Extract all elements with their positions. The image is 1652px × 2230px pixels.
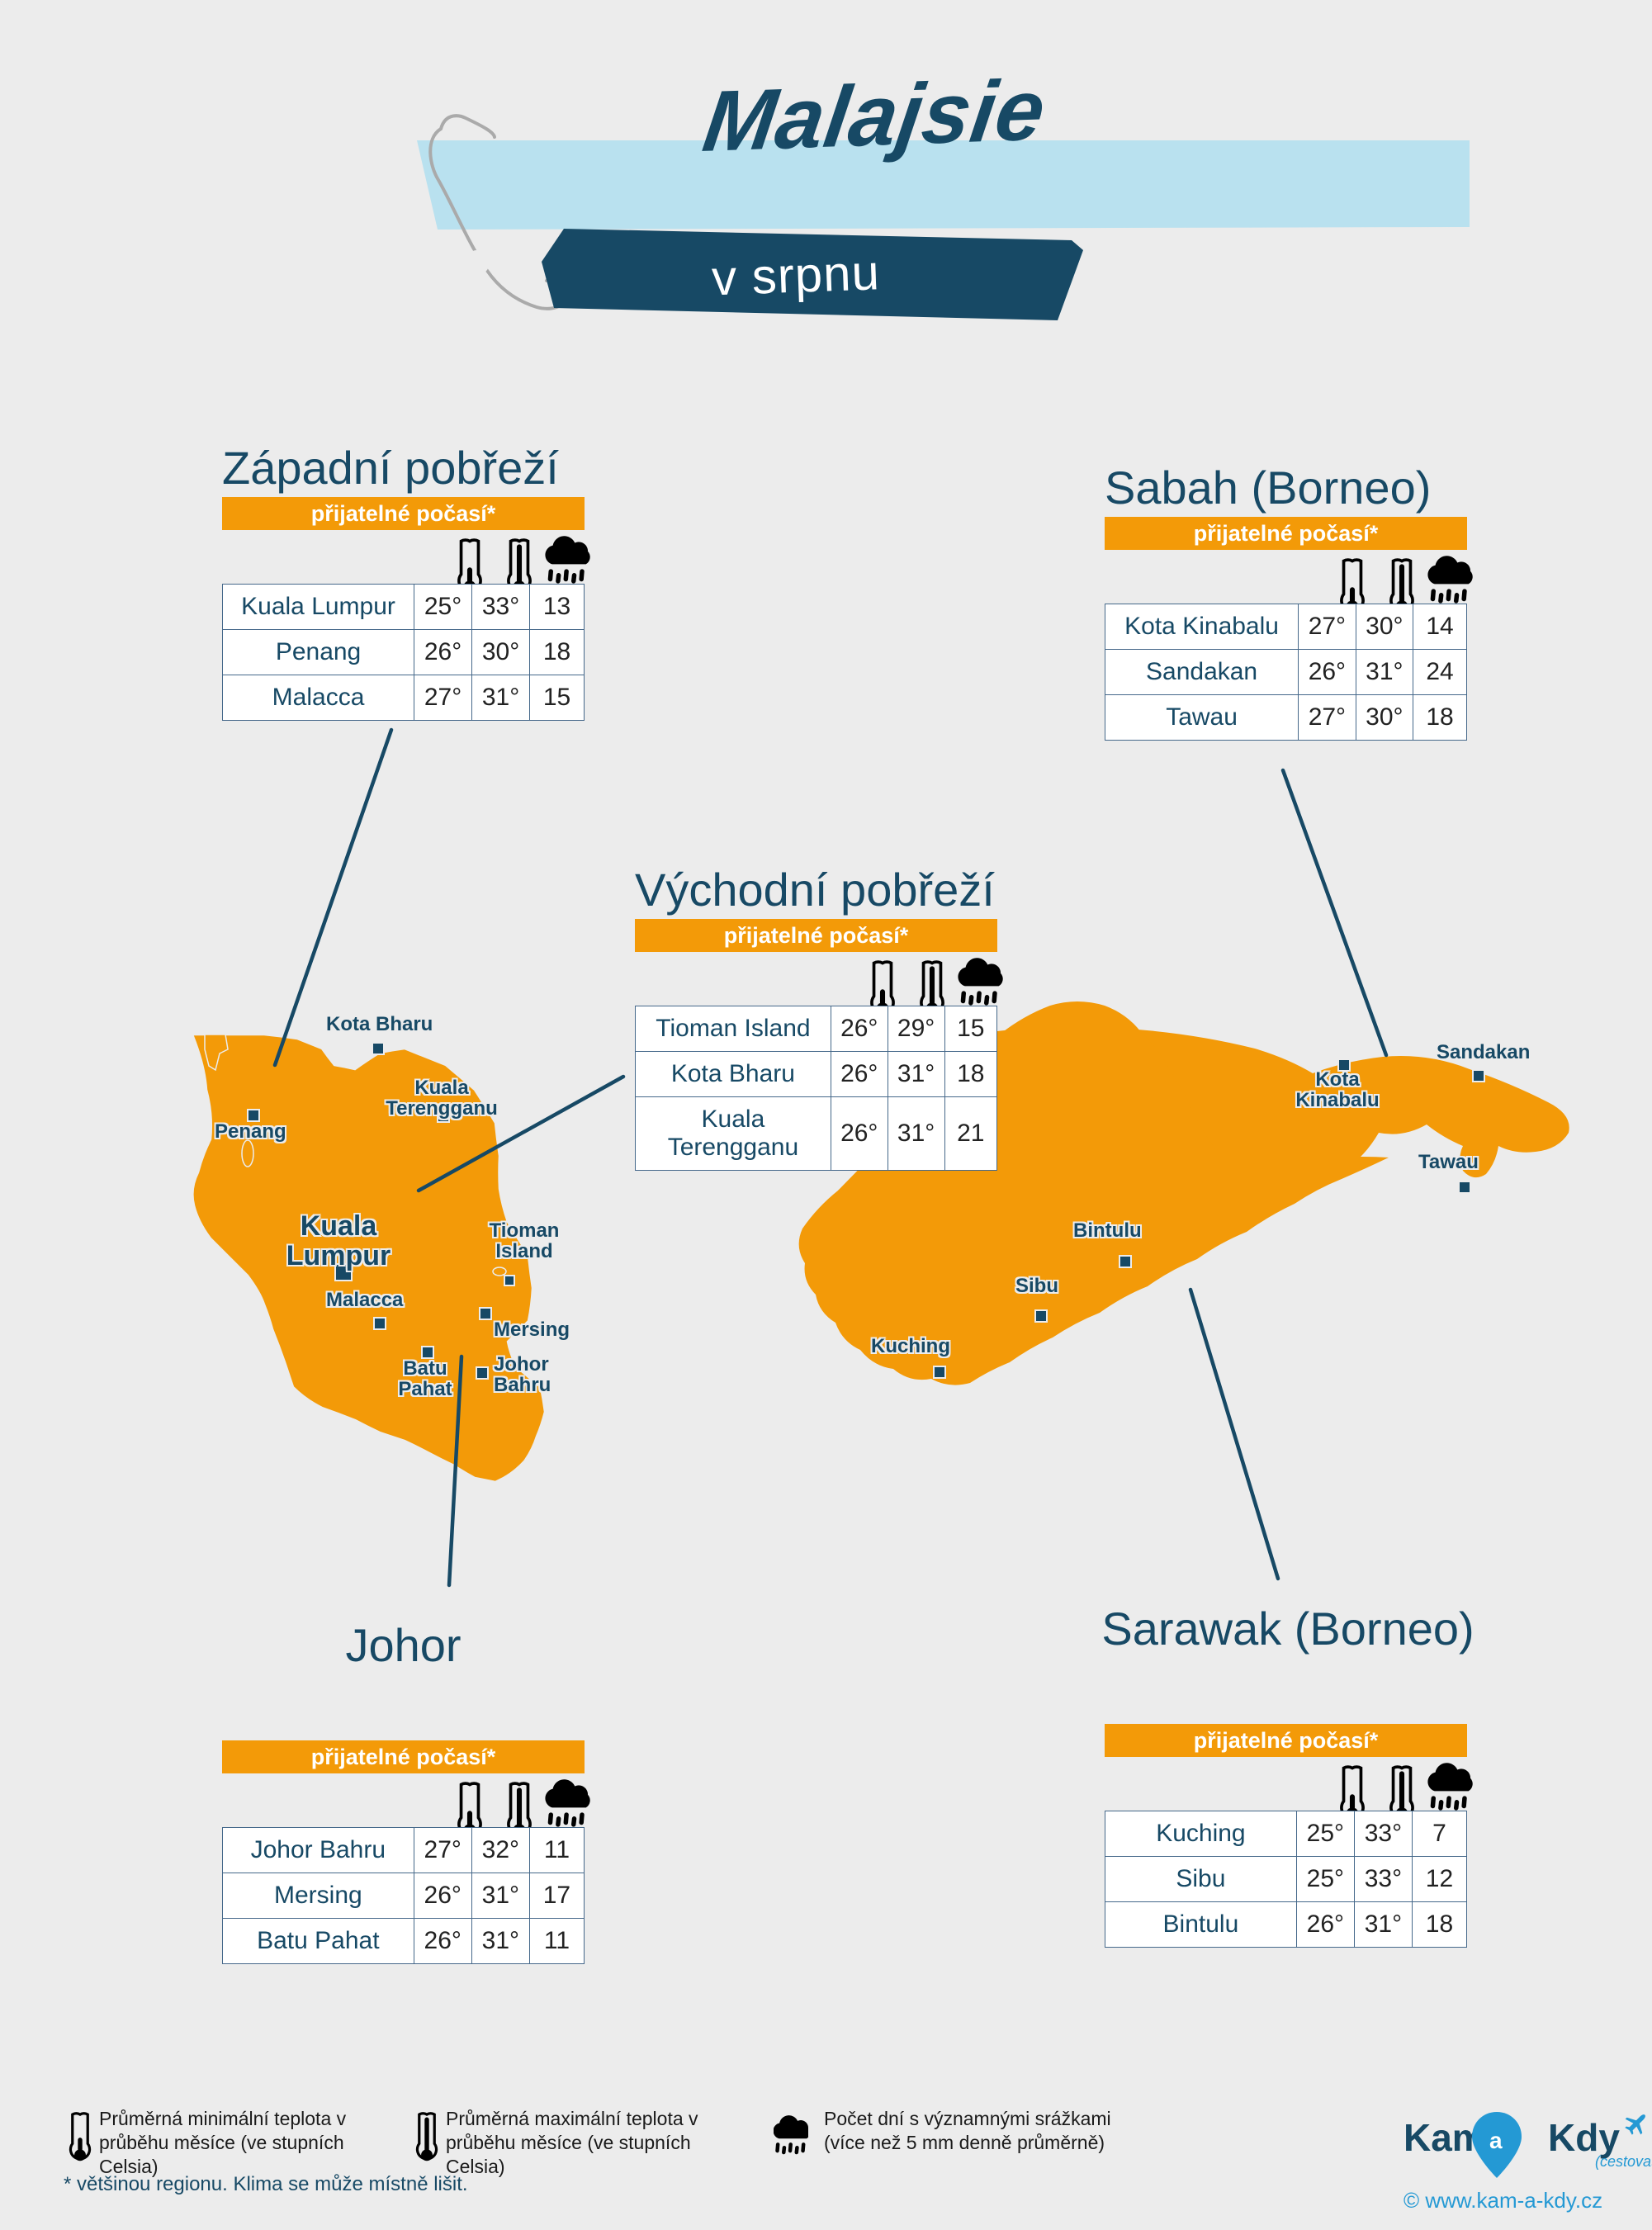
svg-text:a: a: [1489, 2128, 1503, 2153]
svg-text:(cestovat): (cestovat): [1595, 2153, 1652, 2170]
